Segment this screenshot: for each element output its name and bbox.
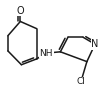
Text: O: O (17, 6, 24, 16)
Text: NH: NH (40, 49, 53, 58)
Text: N: N (91, 39, 99, 49)
Text: Cl: Cl (76, 77, 85, 86)
